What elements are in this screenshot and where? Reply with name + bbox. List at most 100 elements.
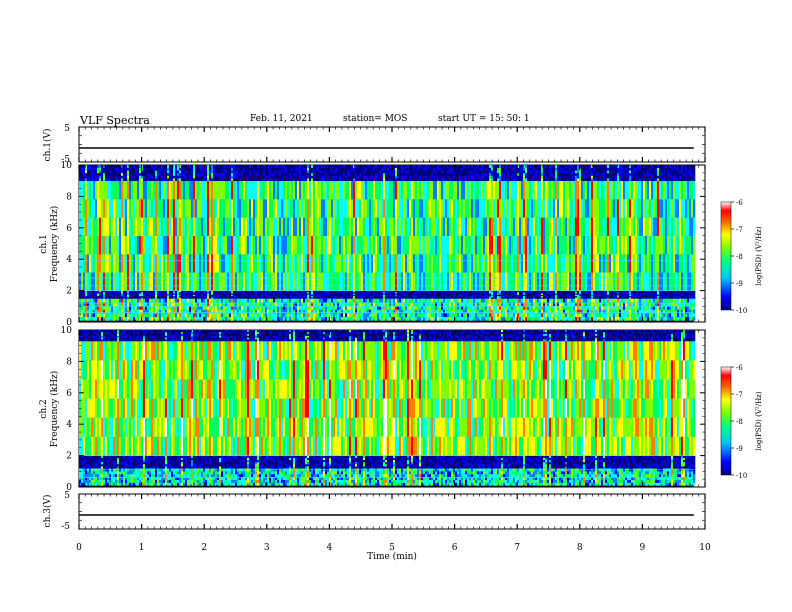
spectrogram-cell: [329, 199, 332, 218]
spectrogram-cell: [151, 180, 154, 200]
spectrogram-cell: [343, 178, 346, 181]
spectrogram-cell: [265, 253, 268, 273]
spectrogram-cell: [195, 313, 198, 318]
spectrogram-cell: [355, 165, 358, 168]
spectrogram-cell: [87, 295, 90, 298]
spectrogram-cell: [191, 316, 194, 321]
spectrogram-cell: [313, 302, 316, 307]
spectrogram-cell: [443, 235, 446, 255]
spectrogram-cell: [379, 272, 382, 291]
spectrogram-cell: [345, 290, 348, 293]
spectrogram-cell: [179, 290, 182, 293]
spectrogram-cell: [293, 297, 296, 299]
spectrogram-cell: [219, 217, 222, 236]
spectrogram-cell: [377, 316, 380, 321]
spectrogram-cell: [341, 302, 344, 307]
spectrogram-cell: [269, 253, 272, 273]
ch1-waveform-panel: 5 -5 ch.1(V): [42, 124, 706, 165]
spectrogram-cell: [247, 305, 250, 310]
spectrogram-cell: [227, 294, 230, 297]
spectrogram-cell: [409, 272, 412, 291]
spectrogram-cell: [343, 291, 346, 294]
spectrogram-cell: [335, 253, 338, 273]
spectrogram-cell: [249, 235, 252, 255]
spectrogram-cell: [305, 302, 308, 307]
spectrogram-cell: [187, 217, 190, 236]
spectrogram-cell: [303, 302, 306, 307]
spectrogram-cell: [251, 272, 254, 291]
spectrogram-cell: [127, 167, 130, 171]
spectrogram-cell: [397, 313, 400, 318]
spectrogram-cell: [471, 199, 474, 218]
spectrogram-cell: [155, 316, 158, 321]
spectrogram-cell: [277, 172, 280, 176]
spectrogram-cell: [211, 199, 214, 218]
spectrogram-cell: [287, 253, 290, 273]
spectrogram-cell: [295, 294, 298, 297]
spectrogram-cell: [423, 253, 426, 273]
spectrogram-cell: [185, 235, 188, 255]
spectrogram-cell: [399, 178, 402, 181]
spectrogram-cell: [439, 170, 442, 174]
spectrogram-cell: [341, 298, 344, 303]
spectrogram-cell: [451, 235, 454, 255]
spectrogram-cell: [271, 290, 274, 293]
spectrogram-cell: [291, 305, 294, 310]
spectrogram-cell: [223, 302, 226, 307]
spectrogram-cell: [353, 309, 356, 314]
spectrogram-cell: [89, 180, 92, 200]
spectrogram-cell: [273, 302, 276, 307]
spectrogram-cell: [195, 290, 198, 293]
spectrogram-cell: [137, 175, 140, 179]
spectrogram-cell: [179, 313, 182, 318]
spectrogram-cell: [169, 172, 172, 176]
spectrogram-cell: [233, 290, 236, 293]
spectrogram-cell: [235, 170, 238, 174]
spectrogram-cell: [205, 305, 208, 310]
spectrogram-cell: [193, 305, 196, 310]
spectrogram-cell: [459, 313, 462, 318]
spectrogram-cell: [265, 302, 268, 307]
spectrogram-cell: [425, 170, 428, 174]
spectrogram-cell: [399, 302, 402, 307]
spectrogram-cell: [293, 313, 296, 318]
spectrogram-cell: [393, 175, 396, 179]
spectrogram-cell: [315, 170, 318, 174]
spectrogram-cell: [295, 272, 298, 291]
spectrogram-cell: [95, 316, 98, 321]
spectrogram-cell: [325, 235, 328, 255]
spectrogram-cell: [301, 170, 304, 174]
spectrogram-cell: [407, 180, 410, 200]
spectrogram-cell: [119, 294, 122, 297]
spectrogram-cell: [221, 235, 224, 255]
spectrogram-cell: [399, 272, 402, 291]
spectrogram-cell: [207, 295, 210, 298]
spectrogram-cell: [203, 302, 206, 307]
spectrogram-cell: [93, 165, 96, 168]
spectrogram-cell: [219, 291, 222, 294]
spectrogram-cell: [139, 293, 142, 295]
spectrogram-cell: [133, 180, 136, 200]
spectrogram-cell: [225, 302, 228, 307]
spectrogram-cell: [411, 167, 414, 171]
spectrogram-cell: [407, 253, 410, 273]
spectrogram-cell: [203, 290, 206, 293]
spectrogram-cell: [447, 170, 450, 174]
spectrogram-cell: [419, 172, 422, 176]
spectrogram-cell: [167, 295, 170, 298]
spectrogram-cell: [309, 297, 312, 299]
spectrogram-cell: [209, 272, 212, 291]
spectrogram-cell: [469, 170, 472, 174]
spectrogram-cell: [377, 290, 380, 293]
spectrogram-cell: [259, 199, 262, 218]
spectrogram-cell: [271, 302, 274, 307]
spectrogram-cell: [395, 290, 398, 293]
spectrogram-cell: [123, 165, 126, 168]
spectrogram-cell: [391, 291, 394, 294]
spectrogram-cell: [439, 165, 442, 168]
spectrogram-cell: [141, 309, 144, 314]
spectrogram-cell: [369, 297, 372, 299]
spectrogram-cell: [375, 272, 378, 291]
spectrogram-cell: [191, 272, 194, 291]
spectrogram-cell: [411, 170, 414, 174]
